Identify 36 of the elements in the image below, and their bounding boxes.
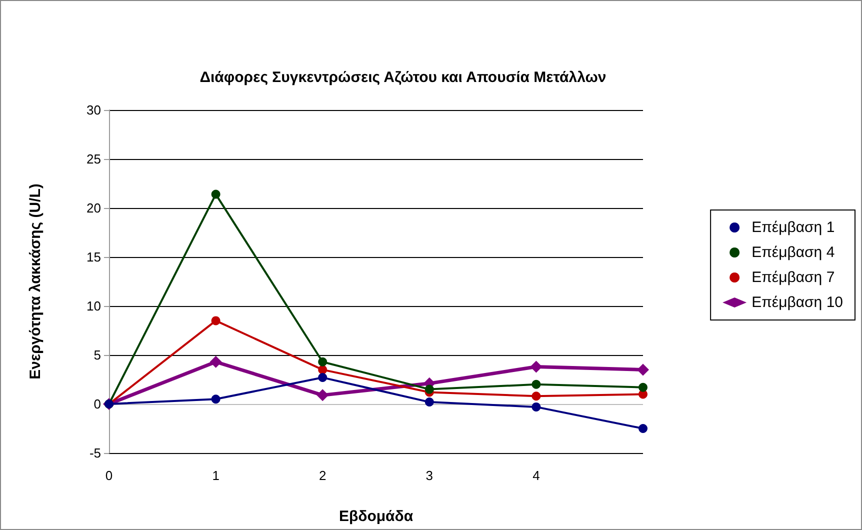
point <box>211 316 220 326</box>
y-axis-title: Ενεργότητα λακκάσης (U/L) <box>27 184 44 380</box>
point <box>318 373 328 382</box>
point <box>318 357 328 366</box>
point <box>638 382 648 392</box>
y-tick-label: 15 <box>86 250 101 264</box>
point <box>532 380 541 389</box>
point <box>424 384 434 394</box>
point <box>637 364 649 376</box>
point <box>532 392 541 401</box>
point <box>211 394 220 404</box>
point <box>210 356 222 368</box>
y-tick-label: 10 <box>86 298 101 314</box>
x-tick-label: 0 <box>105 468 113 483</box>
point <box>316 389 329 402</box>
y-tick-label: 20 <box>86 200 101 216</box>
chart-title: Διάφορες Συγκεντρώσεις Αζώτου και Απουσία Μετάλλων <box>200 69 606 86</box>
x-tick-label: 1 <box>212 468 220 483</box>
legend-label: Επέμβαση 7 <box>752 269 835 286</box>
point <box>424 398 434 407</box>
y-tick-label: 0 <box>94 396 101 412</box>
point <box>211 190 220 199</box>
x-tick-label: 4 <box>532 468 540 483</box>
point <box>638 424 648 433</box>
legend-label: Επέμβαση 4 <box>752 244 835 261</box>
y-tick-label: -5 <box>89 446 101 460</box>
x-tick-label: 2 <box>318 468 326 483</box>
legend-label: Επέμβαση 10 <box>752 294 843 311</box>
y-tick-label: 5 <box>94 348 101 362</box>
x-axis-title: Εβδομάδα <box>338 508 414 525</box>
y-tick-label: 30 <box>86 102 101 118</box>
legend-label: Επέμβαση 1 <box>752 219 835 236</box>
y-tick-label: 25 <box>86 152 101 166</box>
x-tick-label: 3 <box>426 468 434 483</box>
point <box>532 402 541 412</box>
point <box>530 360 542 373</box>
